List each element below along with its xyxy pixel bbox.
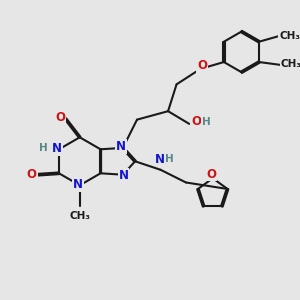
Text: H: H	[165, 154, 174, 164]
Text: N: N	[118, 169, 128, 182]
Text: O: O	[191, 115, 201, 128]
Text: N: N	[52, 142, 62, 155]
Text: H: H	[202, 118, 211, 128]
Text: H: H	[39, 143, 48, 153]
Text: N: N	[73, 178, 83, 191]
Text: N: N	[155, 152, 165, 166]
Text: CH₃: CH₃	[69, 212, 90, 221]
Text: CH₃: CH₃	[279, 31, 300, 41]
Text: O: O	[27, 168, 37, 181]
Text: CH₃: CH₃	[280, 59, 300, 69]
Text: O: O	[56, 111, 66, 124]
Text: O: O	[206, 167, 216, 181]
Text: N: N	[116, 140, 126, 153]
Text: O: O	[197, 59, 207, 73]
